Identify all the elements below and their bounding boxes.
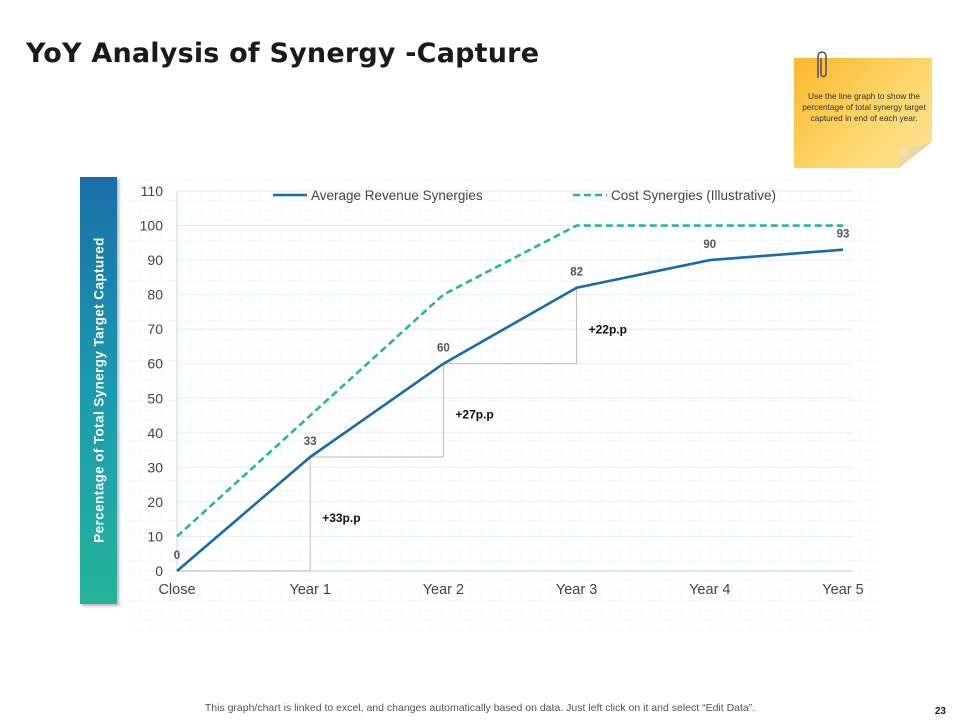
increment-guide [443,287,578,365]
y-tick-label: 20 [147,494,163,510]
paperclip-icon [817,51,827,78]
y-tick-label: 80 [147,287,163,303]
data-labels: 0 33 60 82 90 93 [174,229,850,562]
series-line [176,224,843,538]
series-line [176,248,844,572]
y-tick-label: 110 [141,183,164,199]
increment-label: +33p.p [322,511,360,525]
y-tick-label: 50 [147,390,163,406]
data-label: 93 [837,229,850,241]
page-number: 23 [934,706,946,717]
increment-guides: +33p.p +27p.p +22p.p [177,287,627,572]
x-tick-label: Year 4 [689,582,730,598]
data-label: 33 [304,436,317,448]
legend-label: Cost Synergies (Illustrative) [611,188,776,203]
y-tick-label: 10 [147,528,163,544]
increment-label: +22p.p [589,323,627,337]
legend-label: Average Revenue Synergies [311,188,483,203]
series-lines [176,224,844,572]
increment-guide [177,457,311,572]
x-tick-label: Year 3 [556,582,597,598]
y-tick-label: 30 [147,459,163,475]
x-tick-label: Year 5 [822,582,863,598]
y-tick-label: 60 [147,356,163,372]
y-tick-label: 70 [147,321,163,337]
axes: 0 10 20 30 40 50 60 70 80 90 100 110 Close Year 1 Year… [140,183,864,598]
x-tick-label: Close [158,582,195,598]
x-tick-label: Year 2 [423,582,464,598]
y-tick-label: 100 [140,218,164,234]
data-label: 0 [174,550,180,562]
y-tick-label: 40 [147,425,163,441]
x-tick-label: Year 1 [290,582,331,598]
data-label: 60 [437,343,450,355]
page-title: YoY Analysis of Synergy -Capture [26,38,540,69]
y-tick-label: 0 [155,563,163,579]
increment-guide [310,363,444,458]
increment-label: +27p.p [455,407,493,421]
data-label: 82 [570,267,583,279]
legend: Average Revenue Synergies Cost Synergies … [273,188,776,203]
y-tick-label: 90 [147,252,163,268]
plot-background [128,176,880,636]
gridlines [177,190,853,572]
footer-note: This graph/chart is linked to excel, and… [204,702,756,714]
data-label: 90 [703,239,716,251]
sticky-note-text: Use the line graph to show the percentag… [802,91,926,123]
y-axis-banner [80,177,117,604]
